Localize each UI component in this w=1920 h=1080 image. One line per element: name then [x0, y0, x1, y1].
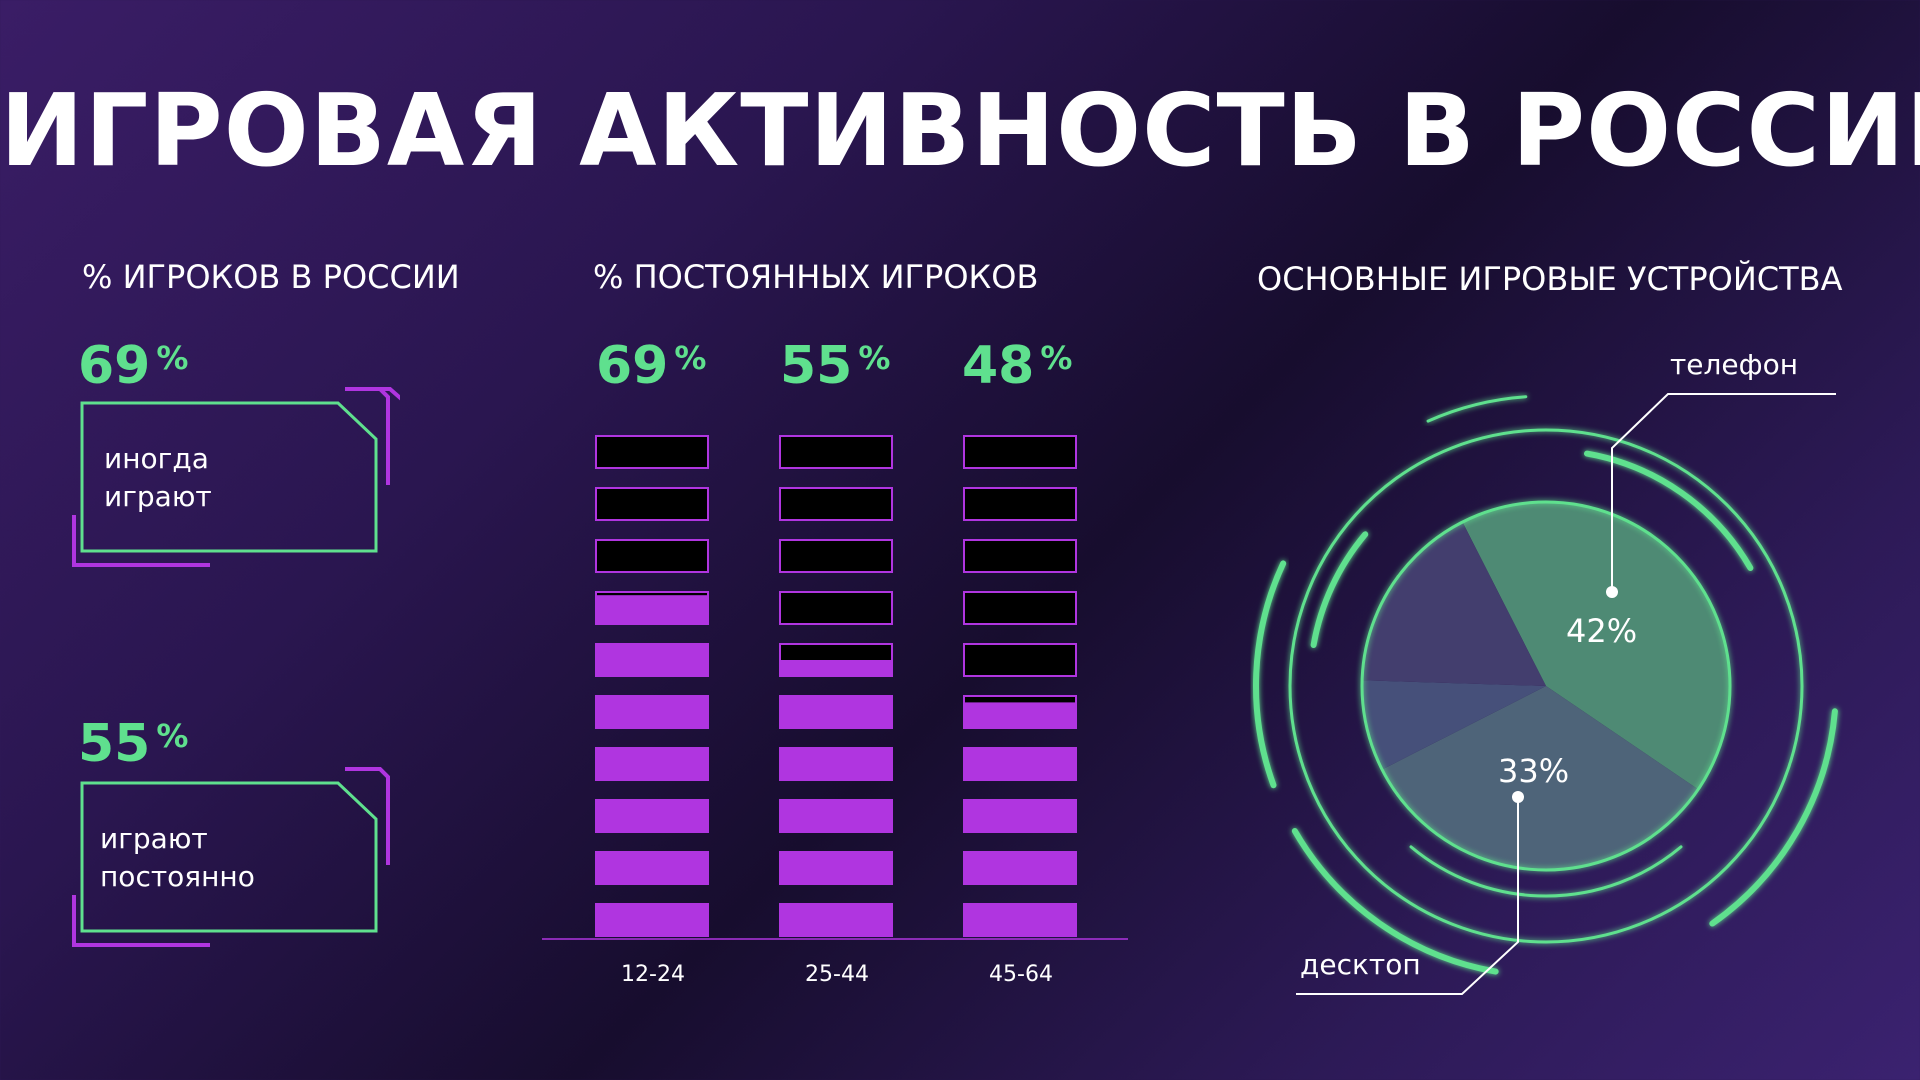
- bar-segment-filled: [596, 852, 708, 884]
- bar-value-label-25-44: 55%: [780, 336, 890, 396]
- bar-segment-empty: [779, 591, 893, 625]
- pie-label-phone: 42%: [1566, 612, 1638, 650]
- bar-value-label-12-24: 69%: [596, 336, 706, 396]
- pie-slice-телефон: [1462, 501, 1731, 790]
- bar-segment-empty: [779, 435, 893, 469]
- bar-unit: %: [1040, 339, 1073, 377]
- bar-25-44: [779, 435, 893, 937]
- bar-segment-filled: [964, 904, 1076, 936]
- stat-value: 55: [78, 714, 151, 774]
- bar-segment-filled: [964, 702, 1076, 728]
- pie-border: [1360, 500, 1732, 872]
- bar-segment-filled: [780, 852, 892, 884]
- ring-arc-left-inner: [1310, 531, 1369, 649]
- pie-slice-десктоп: [1382, 686, 1699, 870]
- bar-unit: %: [858, 339, 891, 377]
- bar-segment-empty: [595, 435, 709, 469]
- x-tick-12-24: 12-24: [621, 962, 685, 987]
- bar-segment-empty: [963, 435, 1077, 469]
- stat-regular-value: 55%: [78, 714, 188, 774]
- bar-12-24: [595, 435, 709, 937]
- ring-arc-right-outer: [1709, 708, 1838, 927]
- players-heading: % ИГРОКОВ В РОССИИ: [82, 258, 460, 296]
- bar-segment-empty: [963, 643, 1077, 677]
- bar-segment-filled: [596, 904, 708, 936]
- bar-segment-filled: [964, 852, 1076, 884]
- bar-segment-filled: [596, 696, 708, 728]
- pie-slice-other-3: [1362, 522, 1546, 686]
- callout-dot-phone: [1606, 586, 1618, 598]
- bar-segment-empty: [595, 487, 709, 521]
- bar-segment-filled: [964, 800, 1076, 832]
- bar-unit: %: [674, 339, 707, 377]
- callout-desktop: десктоп: [1300, 948, 1421, 981]
- bar-value-label-45-64: 48%: [962, 336, 1072, 396]
- pie-label-desktop: 33%: [1498, 752, 1570, 790]
- stat-value: 69: [78, 336, 151, 396]
- stat-sometimes-value: 69%: [78, 336, 188, 396]
- ring-arc-left-outer: [1253, 560, 1287, 789]
- bar-value: 55: [780, 336, 853, 396]
- ring-arc-bottom-inner: [1409, 845, 1683, 898]
- device-pie-chart: [1253, 393, 1838, 995]
- ring-arc-bottom-left-outer: [1291, 828, 1499, 975]
- bar-segment-filled: [780, 748, 892, 780]
- stat-sometimes-label: иногда играют: [104, 442, 212, 513]
- devices-heading: ОСНОВНЫЕ ИГРОВЫЕ УСТРОЙСТВА: [1257, 260, 1843, 298]
- bar-segment-empty: [779, 487, 893, 521]
- bar-value: 48: [962, 336, 1035, 396]
- callout-dot-desktop: [1512, 791, 1524, 803]
- stat-unit: %: [156, 717, 189, 755]
- bar-segment-empty: [963, 487, 1077, 521]
- bar-segment-filled: [596, 800, 708, 832]
- bar-segment-empty: [779, 539, 893, 573]
- bar-segment-filled: [964, 748, 1076, 780]
- pie-slice-other-2: [1362, 680, 1546, 770]
- bar-segment-empty: [963, 591, 1077, 625]
- bar-segment-filled: [596, 644, 708, 676]
- callout-line-phone: [1611, 393, 1836, 592]
- bar-value: 69: [596, 336, 669, 396]
- callout-line-desktop: [1296, 797, 1519, 995]
- x-tick-45-64: 45-64: [989, 962, 1053, 987]
- bar-segment-filled: [596, 595, 708, 624]
- bar-segment-filled: [780, 660, 892, 676]
- bar-segment-filled: [780, 800, 892, 832]
- stat-unit: %: [156, 339, 189, 377]
- stat-regular-label: играют постоянно: [100, 822, 255, 893]
- stat-regular-frame: [72, 767, 390, 947]
- bar-segment-filled: [780, 904, 892, 936]
- bar-segment-empty: [595, 539, 709, 573]
- stacked-bar-chart: [542, 435, 1128, 940]
- callout-phone: телефон: [1670, 348, 1799, 381]
- regular-heading: % ПОСТОЯННЫХ ИГРОКОВ: [593, 258, 1039, 296]
- bar-segment-filled: [780, 696, 892, 728]
- stat-sometimes-frame: [72, 387, 400, 567]
- bar-segment-filled: [596, 748, 708, 780]
- outer-ring: [1288, 428, 1804, 944]
- page-title: ИГРОВАЯ АКТИВНОСТЬ В РОССИИ: [0, 72, 1920, 189]
- bar-45-64: [963, 435, 1077, 937]
- ring-arc-top: [1426, 395, 1528, 423]
- bar-segment-empty: [963, 539, 1077, 573]
- x-tick-25-44: 25-44: [805, 962, 869, 987]
